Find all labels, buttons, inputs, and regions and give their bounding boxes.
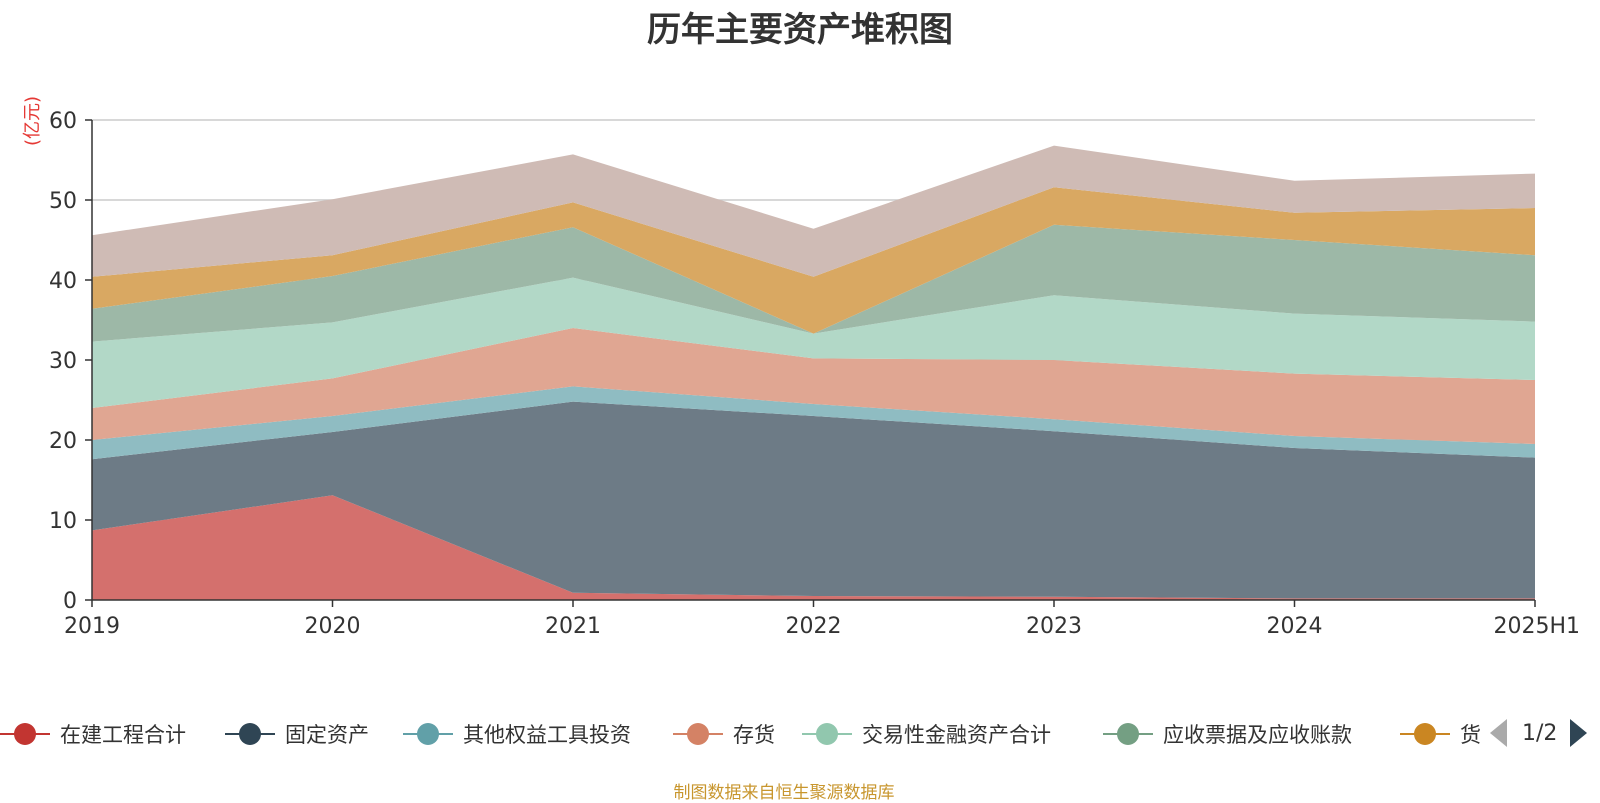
legend-label: 应收票据及应收账款 bbox=[1163, 723, 1352, 747]
legend-pager: 1/2 bbox=[1490, 718, 1588, 748]
legend: 在建工程合计 固定资产 其他权益工具投资 存货 交易性金融资产合计 应收票据及应收账款 货 bbox=[0, 710, 1600, 758]
legend-item[interactable]: 在建工程合计 bbox=[0, 710, 186, 758]
area-series bbox=[92, 145, 1535, 277]
legend-item[interactable]: 交易性金融资产合计 bbox=[802, 710, 1051, 758]
y-tick-label: 60 bbox=[49, 109, 77, 134]
y-tick-label: 40 bbox=[49, 269, 77, 294]
area-series bbox=[92, 386, 1535, 460]
next-page-arrow-icon[interactable] bbox=[1570, 719, 1588, 747]
legend-label: 固定资产 bbox=[285, 723, 369, 747]
legend-marker-icon bbox=[1400, 722, 1450, 746]
chart-title: 历年主要资产堆积图 bbox=[647, 10, 953, 50]
x-tick-label: 2022 bbox=[786, 614, 842, 639]
area-series bbox=[92, 224, 1535, 342]
y-tick-label: 10 bbox=[49, 509, 77, 534]
legend-label: 货 bbox=[1460, 723, 1481, 747]
legend-label: 存货 bbox=[733, 723, 775, 747]
legend-label: 交易性金融资产合计 bbox=[862, 723, 1051, 747]
series-areas bbox=[92, 145, 1535, 600]
area-series bbox=[92, 401, 1535, 599]
area-series bbox=[92, 187, 1535, 334]
x-tick-label: 2025H1 bbox=[1493, 614, 1580, 639]
y-tick-label: 0 bbox=[63, 589, 77, 614]
legend-item[interactable]: 应收票据及应收账款 bbox=[1103, 710, 1352, 758]
legend-label: 在建工程合计 bbox=[60, 723, 186, 747]
legend-marker-icon bbox=[673, 722, 723, 746]
legend-marker-icon bbox=[1103, 722, 1153, 746]
y-tick-label: 20 bbox=[49, 429, 77, 454]
legend-item[interactable]: 固定资产 bbox=[225, 710, 369, 758]
legend-item[interactable]: 存货 bbox=[673, 710, 775, 758]
legend-label: 其他权益工具投资 bbox=[463, 723, 631, 747]
data-source-note: 制图数据来自恒生聚源数据库 bbox=[673, 783, 895, 803]
x-tick-label: 2024 bbox=[1267, 614, 1323, 639]
y-tick-label: 50 bbox=[49, 189, 77, 214]
legend-page-indicator: 1/2 bbox=[1522, 720, 1558, 746]
area-series bbox=[92, 328, 1535, 444]
area-series bbox=[92, 495, 1535, 600]
axes: 0 10 20 30 40 50 60 2019 2020 2021 2022 2023 2024 202… bbox=[49, 109, 1580, 639]
x-tick-label: 2020 bbox=[305, 614, 361, 639]
area-series bbox=[92, 277, 1535, 408]
stacked-area-chart: 0 10 20 30 40 50 60 2019 2020 2021 2022 2023 2024 202… bbox=[49, 109, 1580, 639]
y-tick-label: 30 bbox=[49, 349, 77, 374]
x-tick-label: 2021 bbox=[545, 614, 601, 639]
prev-page-arrow-icon[interactable] bbox=[1490, 719, 1507, 747]
legend-item[interactable]: 其他权益工具投资 bbox=[403, 710, 631, 758]
legend-marker-icon bbox=[225, 722, 275, 746]
x-tick-label: 2023 bbox=[1026, 614, 1082, 639]
legend-marker-icon bbox=[802, 722, 852, 746]
legend-marker-icon bbox=[0, 722, 50, 746]
legend-marker-icon bbox=[403, 722, 453, 746]
x-tick-label: 2019 bbox=[64, 614, 120, 639]
legend-item[interactable]: 货 bbox=[1400, 710, 1481, 758]
